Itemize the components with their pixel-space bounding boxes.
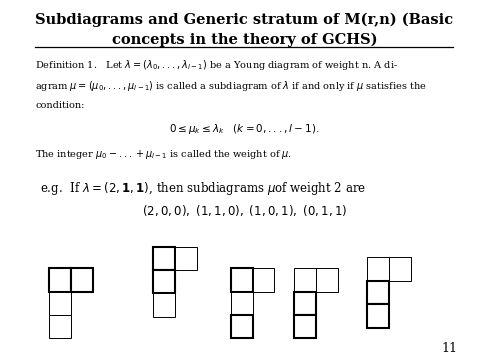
Bar — [153, 293, 175, 317]
Bar — [316, 268, 338, 292]
Text: concepts in the theory of GCHS): concepts in the theory of GCHS) — [111, 32, 377, 47]
Text: 11: 11 — [442, 342, 458, 355]
Bar — [252, 268, 274, 292]
Bar — [175, 247, 197, 270]
Text: $0 \leq \mu_k \leq \lambda_k \quad (k = 0,...,l-1).$: $0 \leq \mu_k \leq \lambda_k \quad (k = … — [169, 122, 320, 136]
Bar — [295, 315, 316, 338]
Text: agram $\mu = (\mu_0,...,\mu_{l-1})$ is called a subdiagram of $\lambda$ if and o: agram $\mu = (\mu_0,...,\mu_{l-1})$ is c… — [36, 79, 427, 93]
Bar — [153, 270, 175, 293]
Bar — [231, 292, 252, 315]
Text: e.g.  If $\lambda = (2,\mathbf{1},\mathbf{1})$, then subdiagrams $\mu$of weight : e.g. If $\lambda = (2,\mathbf{1},\mathbf… — [40, 180, 366, 197]
Text: $(2,0,0),\ (1,1,0),\ (1,0,1),\ (0,1,1)$: $(2,0,0),\ (1,1,0),\ (1,0,1),\ (0,1,1)$ — [142, 203, 347, 219]
Bar — [295, 268, 316, 292]
Text: condition:: condition: — [36, 101, 85, 110]
Bar — [389, 257, 410, 281]
Text: Definition 1.   Let $\lambda = (\lambda_0,...,\lambda_{l-1})$ be a Young diagram: Definition 1. Let $\lambda = (\lambda_0,… — [36, 58, 398, 72]
Bar — [231, 268, 252, 292]
Bar — [49, 268, 71, 292]
Bar — [295, 292, 316, 315]
Bar — [367, 281, 389, 304]
Bar — [367, 257, 389, 281]
Text: The integer $\mu_0 - ... + \mu_{l-1}$ is called the weight of $\mu$.: The integer $\mu_0 - ... + \mu_{l-1}$ is… — [36, 148, 293, 161]
Bar — [71, 268, 93, 292]
Bar — [49, 292, 71, 315]
Text: Subdiagrams and Generic stratum of M(r,n) (Basic: Subdiagrams and Generic stratum of M(r,n… — [35, 13, 453, 27]
Bar — [153, 247, 175, 270]
Bar — [49, 315, 71, 338]
Bar — [231, 315, 252, 338]
Bar — [367, 304, 389, 328]
